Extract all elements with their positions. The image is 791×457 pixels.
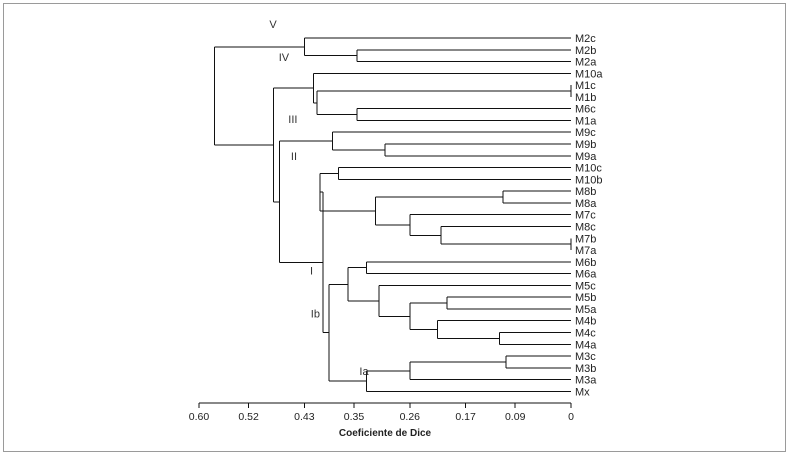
leaf-label: M8c bbox=[575, 221, 596, 233]
leaf-label: M3a bbox=[575, 375, 597, 387]
leaf-labels: M2cM2bM2aM10aM1cM1bM6cM1aM9cM9bM9aM10cM1… bbox=[575, 33, 603, 398]
leaf-label: M2c bbox=[575, 33, 596, 45]
leaf-label: M10c bbox=[575, 163, 602, 175]
x-axis-ticks: 0.60 0.52 0.43 0.35 0.26 0.17 0.09 0 bbox=[189, 403, 574, 423]
x-axis-title: Coeficiente de Dice bbox=[339, 428, 432, 439]
leaf-label: M4b bbox=[575, 316, 596, 328]
leaf-label: M6c bbox=[575, 104, 596, 116]
cluster-label-ib: Ib bbox=[311, 308, 320, 320]
cluster-label-i: I bbox=[310, 265, 313, 277]
x-tick-label: 0.09 bbox=[505, 411, 526, 423]
leaf-label: M10a bbox=[575, 68, 603, 80]
leaf-label: M8b bbox=[575, 186, 596, 198]
leaf-label: M5c bbox=[575, 280, 596, 292]
leaf-label: M3b bbox=[575, 363, 596, 375]
x-tick-label: 0.60 bbox=[189, 411, 210, 423]
leaf-label: M2b bbox=[575, 45, 596, 57]
leaf-label: M7c bbox=[575, 210, 596, 222]
dendrogram-branches bbox=[214, 37, 572, 392]
leaf-label: M8a bbox=[575, 198, 597, 210]
leaf-label: M4a bbox=[575, 339, 597, 351]
cluster-label-ia: Ia bbox=[359, 366, 369, 378]
cluster-label-iv: IV bbox=[279, 52, 290, 64]
leaf-label: M4c bbox=[575, 328, 596, 340]
x-tick-label: 0.17 bbox=[455, 411, 476, 423]
leaf-label: M1a bbox=[575, 115, 597, 127]
leaf-label: M5b bbox=[575, 292, 596, 304]
x-tick-label: 0.26 bbox=[400, 411, 421, 423]
leaf-label: M9b bbox=[575, 139, 596, 151]
leaf-label: Mx bbox=[575, 386, 590, 398]
x-tick-label: 0.35 bbox=[344, 411, 365, 423]
leaf-label: M7a bbox=[575, 245, 597, 257]
cluster-label-v: V bbox=[269, 19, 277, 31]
x-tick-label: 0.43 bbox=[294, 411, 315, 423]
leaf-label: M1b bbox=[575, 92, 596, 104]
cluster-label-ii: II bbox=[291, 151, 297, 163]
leaf-label: M10b bbox=[575, 174, 603, 186]
leaf-label: M9a bbox=[575, 151, 597, 163]
leaf-label: M6a bbox=[575, 269, 597, 281]
leaf-label: M1c bbox=[575, 80, 596, 92]
x-tick-label: 0 bbox=[568, 411, 574, 423]
leaf-label: M5a bbox=[575, 304, 597, 316]
x-tick-label: 0.52 bbox=[238, 411, 259, 423]
leaf-label: M7b bbox=[575, 233, 596, 245]
leaf-label: M9c bbox=[575, 127, 596, 139]
leaf-label: M6b bbox=[575, 257, 596, 269]
leaf-label: M3c bbox=[575, 351, 596, 363]
cluster-label-iii: III bbox=[288, 114, 297, 126]
x-axis: 0.60 0.52 0.43 0.35 0.26 0.17 0.09 0 Coeficient… bbox=[189, 402, 574, 439]
leaf-label: M2a bbox=[575, 57, 597, 69]
figure-frame bbox=[3, 3, 786, 452]
